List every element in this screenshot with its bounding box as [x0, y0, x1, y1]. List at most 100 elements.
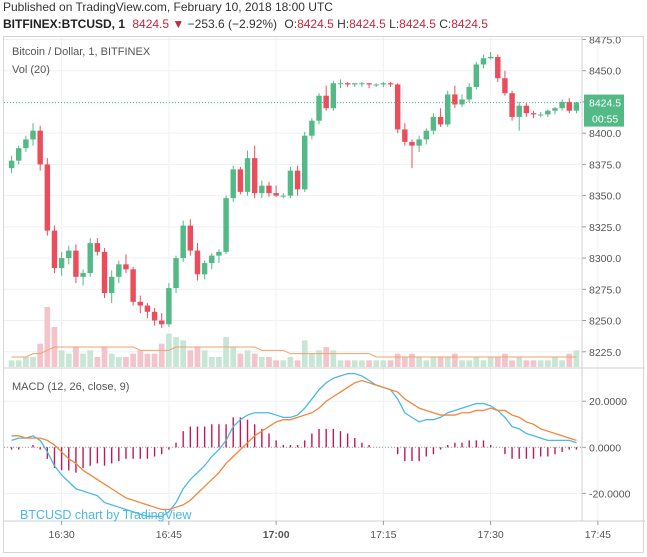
candle-body — [373, 84, 379, 86]
volume-bar — [523, 360, 530, 367]
candle-body — [480, 58, 487, 65]
candle-body — [330, 83, 337, 109]
candle-body — [8, 160, 15, 169]
price-tick-label: 8475.0 — [589, 37, 621, 46]
volume-bar — [15, 360, 22, 367]
open-value: 8424.5 — [297, 17, 334, 31]
close-label: C: — [439, 17, 452, 31]
candle-body — [116, 264, 122, 277]
volume-bar — [373, 360, 380, 367]
candle-body — [151, 311, 158, 321]
signal-line — [11, 379, 577, 511]
volume-bar — [94, 357, 101, 367]
volume-bar — [58, 350, 65, 367]
candle-body — [73, 250, 79, 277]
last-price-box — [584, 94, 624, 127]
volume-bar — [208, 357, 215, 367]
candle-body — [409, 141, 415, 146]
volume-bar — [423, 360, 430, 367]
chart-frame[interactable]: 8225.0 8250.0 8275.0 8300.0 8325.0 8350.0 8375… — [3, 36, 645, 554]
price-tick-label: 8300.0 — [589, 253, 621, 265]
time-tick-label: 17:45 — [585, 529, 611, 541]
volume-bar — [180, 340, 187, 367]
price-tick-label: 8450.0 — [589, 66, 621, 78]
candle-body — [166, 288, 172, 325]
volume-bar — [87, 350, 94, 367]
candle-body — [344, 83, 351, 85]
ohlc-header: BITFINEX:BTCUSD, 1 8424.5 ▼ −253.6 (−2.9… — [3, 17, 488, 31]
tradingview-watermark: BTCUSD chart by TradingView — [20, 508, 192, 522]
candle-body — [459, 99, 465, 105]
candle-body — [380, 83, 387, 85]
grid-lines — [4, 37, 599, 521]
volume-bar — [480, 360, 487, 367]
candle-body — [23, 139, 29, 149]
candle-body — [223, 198, 229, 252]
last-price-tag: 8424.5 — [589, 98, 621, 110]
price-axis[interactable]: 8225.0 8250.0 8275.0 8300.0 8325.0 8350.0 8375… — [4, 37, 645, 522]
volume-bar — [337, 360, 344, 367]
volume-bar — [494, 357, 501, 367]
candle-body — [230, 169, 236, 199]
time-tick-label: 17:30 — [477, 529, 503, 541]
time-tick-label: 16:30 — [48, 529, 74, 541]
candle-body — [509, 93, 515, 117]
candle-body — [266, 185, 272, 194]
symbol-label: BITFINEX:BTCUSD, 1 — [3, 17, 126, 31]
candle-body — [445, 94, 451, 125]
candle-body — [251, 158, 258, 194]
volume-bar — [344, 360, 351, 367]
candlesticks — [4, 51, 582, 329]
volume-bar — [330, 350, 337, 367]
candle-body — [309, 120, 315, 136]
candle-body — [545, 110, 551, 115]
candle-body — [323, 95, 329, 109]
candle-body — [359, 83, 365, 85]
macd-tick-label: -20.0000 — [589, 488, 631, 500]
candle-body — [123, 264, 129, 270]
down-arrow-icon: ▼ — [172, 17, 185, 31]
volume-bar — [251, 353, 258, 367]
candle-body — [51, 230, 58, 269]
volume-bar — [351, 360, 358, 367]
high-label: H: — [337, 17, 350, 31]
volume-bar — [80, 353, 86, 367]
candle-body — [495, 56, 501, 79]
candle-body — [573, 102, 580, 111]
candle-body — [416, 139, 422, 146]
candle-body — [37, 130, 43, 165]
volume-bar — [130, 353, 136, 367]
candle-body — [502, 78, 508, 94]
volume-bar — [258, 357, 265, 367]
price-tick-label: 8275.0 — [589, 284, 621, 296]
candle-body — [394, 84, 401, 130]
volume-bars — [8, 307, 580, 367]
candle-body — [194, 250, 201, 275]
candle-body — [316, 95, 322, 121]
macd-tick-label: 0.0000 — [589, 442, 621, 454]
volume-bar — [244, 350, 251, 367]
candle-body — [430, 116, 437, 131]
volume-bar — [287, 357, 294, 367]
candle-body — [302, 135, 308, 190]
volume-bar — [509, 360, 515, 367]
volume-bar — [280, 360, 287, 367]
volume-bar — [502, 353, 508, 367]
volume-bar — [366, 360, 372, 367]
candle-body — [16, 148, 22, 161]
volume-bar — [559, 360, 565, 367]
price-tick-label: 8375.0 — [589, 159, 621, 171]
candle-body — [144, 305, 151, 312]
chart-canvas[interactable]: 8225.0 8250.0 8275.0 8300.0 8325.0 8350.0 8375… — [4, 37, 645, 554]
volume-bar — [123, 357, 129, 367]
volume-bar — [323, 347, 330, 367]
volume-bar — [8, 360, 15, 367]
volume-bar — [237, 353, 244, 367]
candle-body — [159, 320, 165, 325]
price-tick-label: 8325.0 — [589, 222, 621, 234]
volume-ma-line — [11, 346, 577, 358]
volume-bar — [37, 343, 44, 367]
volume-bar — [115, 357, 122, 367]
candle-body — [187, 225, 194, 251]
